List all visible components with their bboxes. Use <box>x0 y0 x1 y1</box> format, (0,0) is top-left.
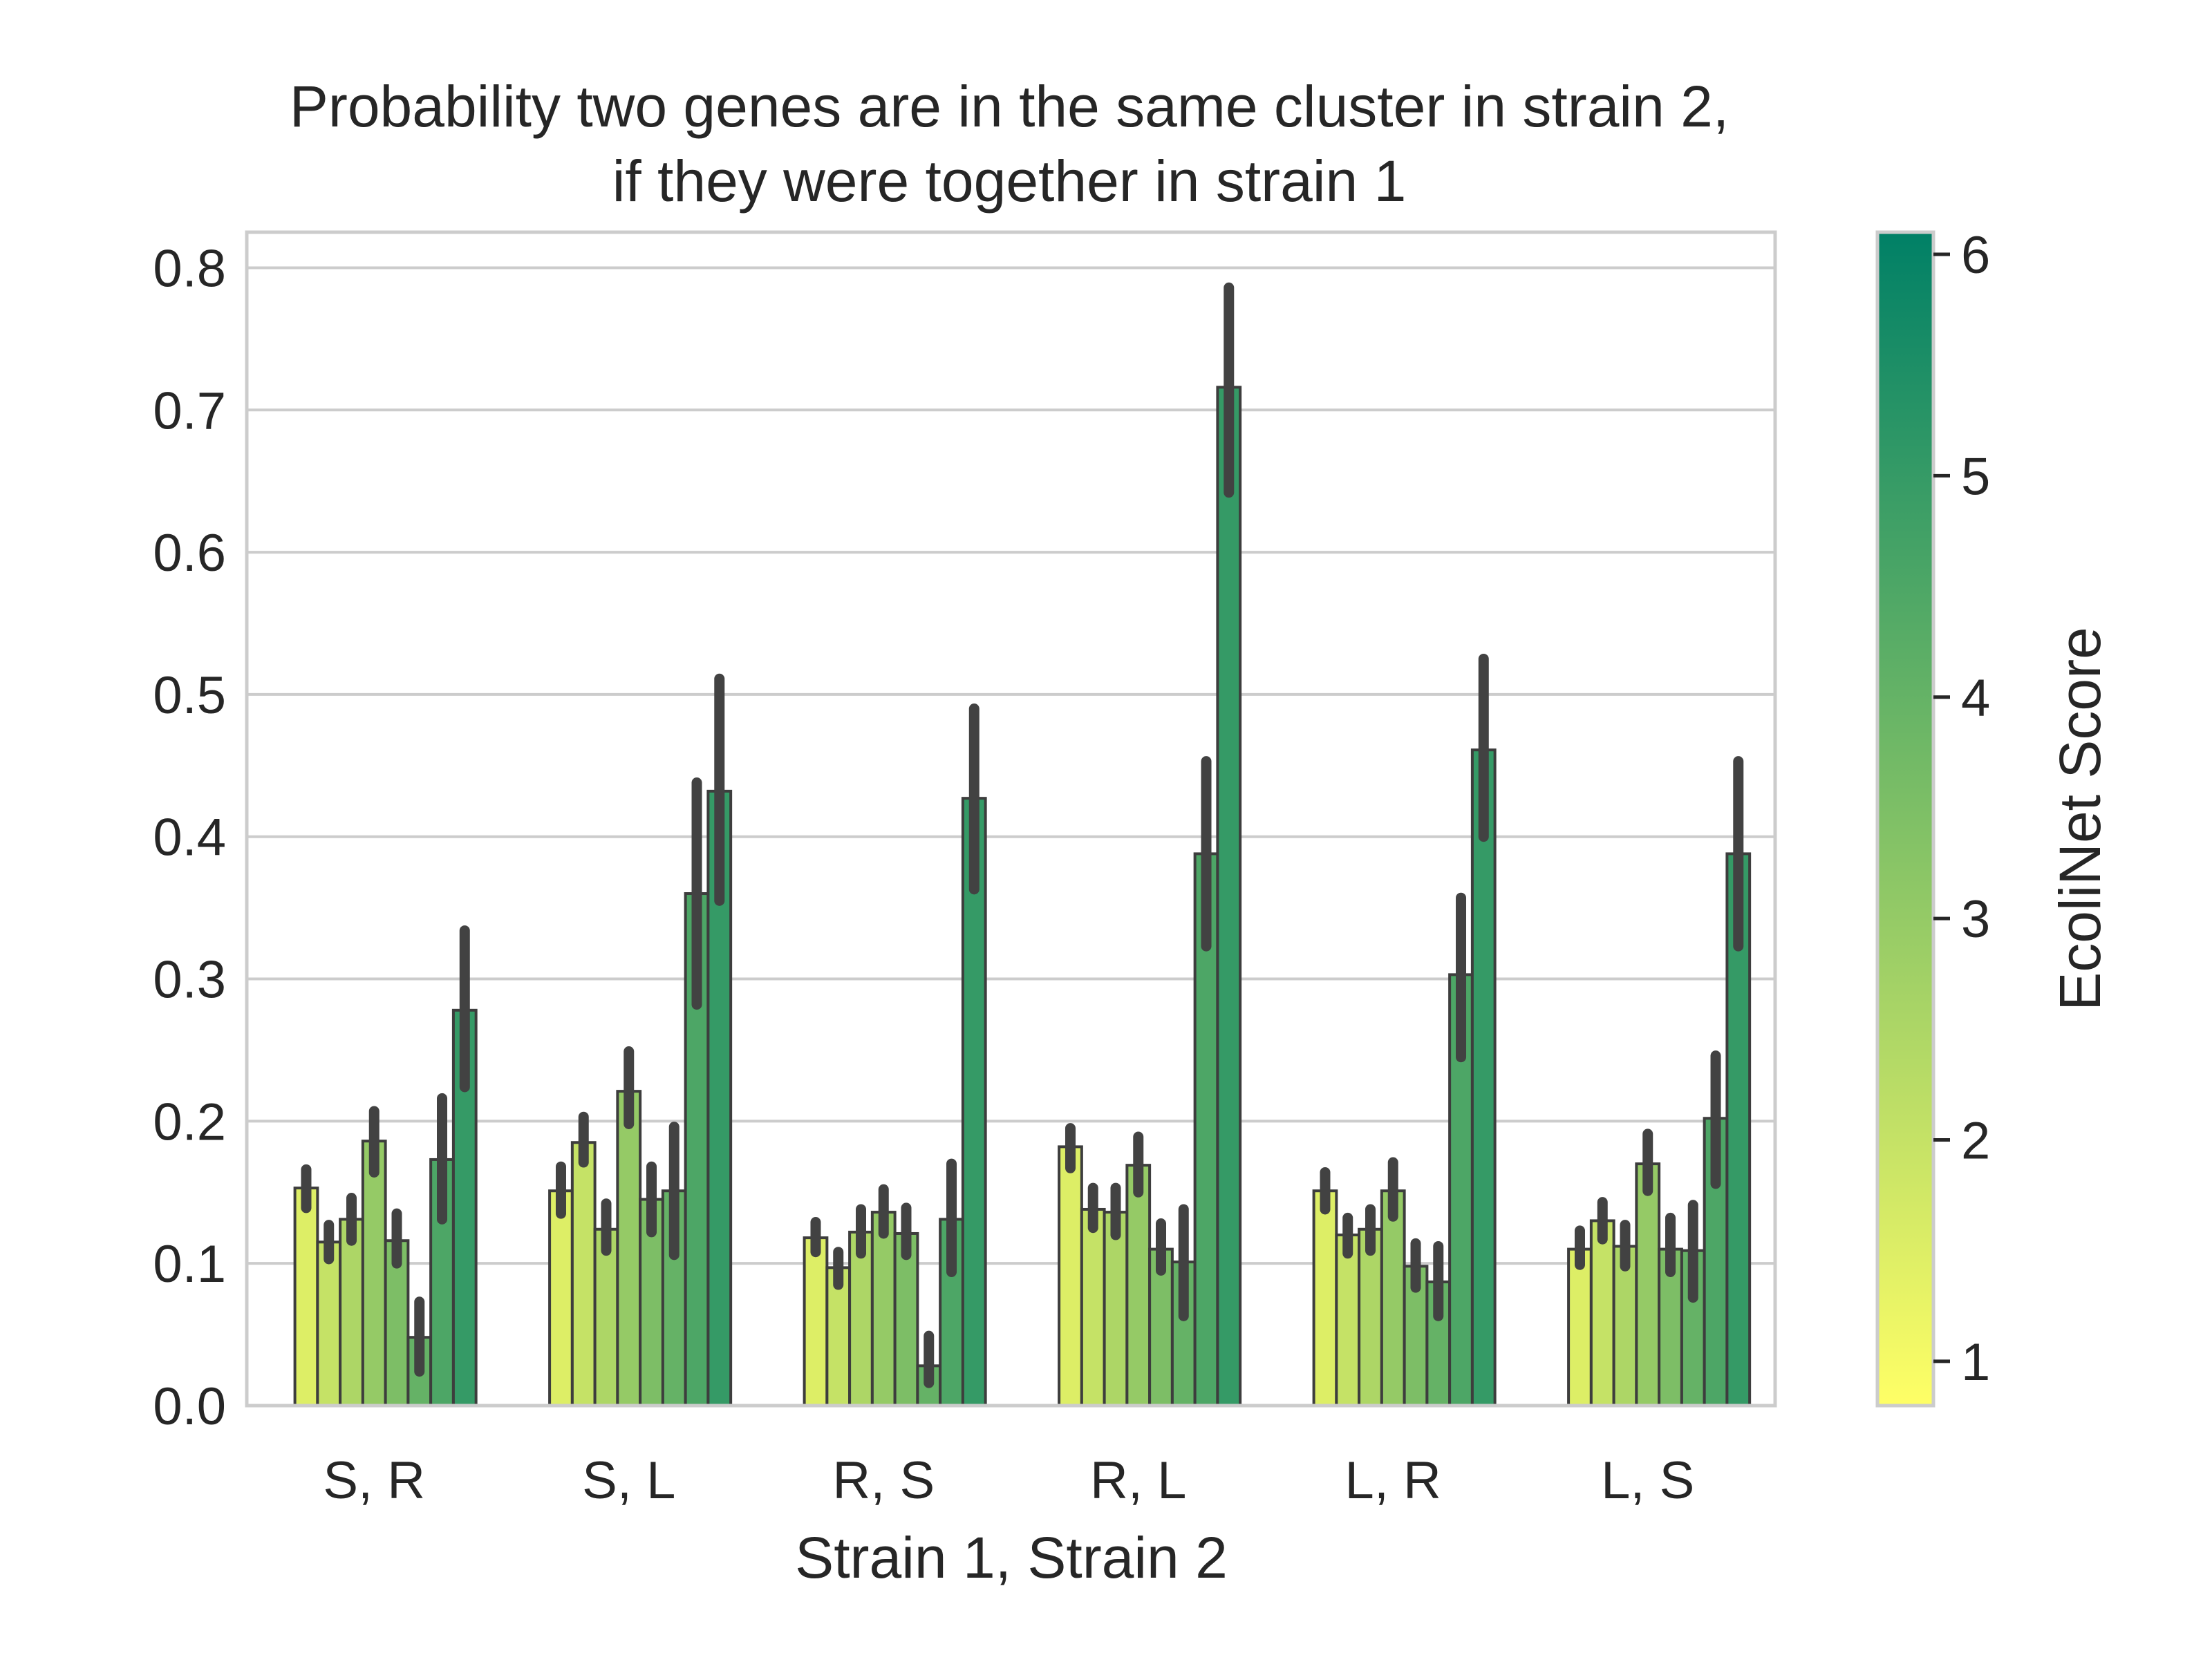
x-tick-label: S, R <box>323 1451 425 1510</box>
colorbar-tick-label: 2 <box>1961 1112 1990 1171</box>
x-axis-label: Strain 1, Strain 2 <box>795 1525 1228 1590</box>
x-tick-label: R, S <box>832 1451 935 1510</box>
colorbar-tick-label: 4 <box>1961 669 1990 728</box>
bar <box>1335 1234 1361 1407</box>
grid-lines <box>247 266 1775 1407</box>
y-tick-label: 0.3 <box>153 951 226 1010</box>
bar <box>1103 1211 1129 1407</box>
y-tick-labels: 0.0 0.1 0.2 0.3 0.4 0.5 0.6 0.7 0.8 <box>153 239 226 1436</box>
y-tick-label: 0.4 <box>153 809 226 867</box>
colorbar-label: EcoliNet Score <box>2047 627 2112 1011</box>
bar <box>961 797 987 1407</box>
y-tick-label: 0.1 <box>153 1235 226 1294</box>
y-tick-label: 0.7 <box>153 381 226 440</box>
x-tick-label: S, L <box>582 1451 675 1510</box>
bar <box>570 1141 597 1407</box>
colorbar-tick-label: 5 <box>1961 447 1990 506</box>
bar <box>1058 1145 1083 1407</box>
bar <box>1125 1164 1152 1407</box>
x-tick-labels: S, R S, L R, S R, L L, R L, S <box>323 1451 1694 1510</box>
chart-title-line-2: if they were together in strain 1 <box>612 149 1407 214</box>
colorbar: 1 2 3 4 5 6 EcoliNet Score <box>1875 226 2112 1408</box>
y-tick-label: 0.6 <box>153 524 226 583</box>
y-tick-label: 0.0 <box>153 1377 226 1436</box>
bar <box>616 1090 642 1408</box>
bar <box>548 1189 574 1408</box>
colorbar-gradient <box>1875 230 1936 1408</box>
bar <box>1470 748 1497 1408</box>
bar <box>1567 1247 1593 1407</box>
colorbar-tick-label: 6 <box>1961 226 1990 285</box>
bar <box>293 1187 319 1407</box>
x-tick-label: L, S <box>1601 1451 1694 1510</box>
bar <box>316 1240 342 1407</box>
bar <box>803 1236 829 1407</box>
y-tick-label: 0.2 <box>153 1093 226 1151</box>
error-bars <box>301 282 1744 1388</box>
colorbar-tick-label: 1 <box>1961 1333 1990 1392</box>
x-tick-label: L, R <box>1345 1451 1441 1510</box>
bar <box>1080 1207 1106 1408</box>
bar <box>1312 1189 1338 1408</box>
y-tick-label: 0.5 <box>153 666 226 725</box>
x-tick-label: R, L <box>1090 1451 1186 1510</box>
y-tick-label: 0.8 <box>153 239 226 298</box>
bars <box>293 386 1752 1408</box>
bar <box>870 1211 897 1407</box>
axes-frame <box>245 230 1777 1408</box>
bar <box>1589 1219 1615 1408</box>
bar <box>1380 1189 1406 1408</box>
bar <box>1216 386 1242 1407</box>
colorbar-tick-label: 3 <box>1961 890 1990 949</box>
bar <box>361 1140 387 1408</box>
chart-title-line-1: Probability two genes are in the same cl… <box>290 74 1729 139</box>
bar <box>339 1218 364 1407</box>
bar <box>1635 1162 1661 1408</box>
colorbar-ticks: 1 2 3 4 5 6 <box>1933 226 1990 1392</box>
